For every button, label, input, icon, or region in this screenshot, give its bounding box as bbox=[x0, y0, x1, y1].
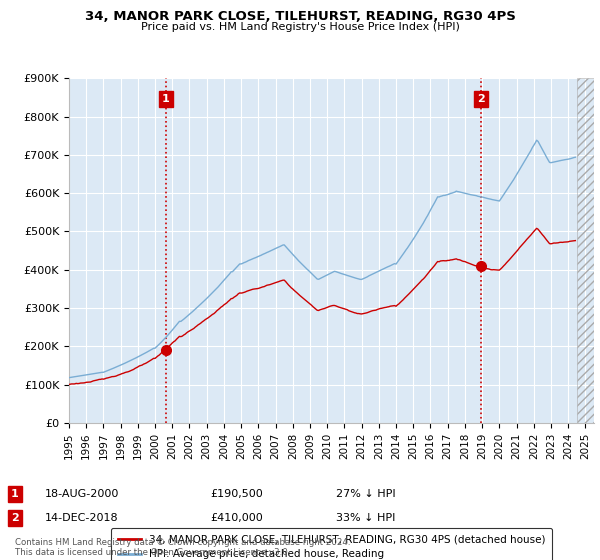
Text: 1: 1 bbox=[162, 94, 170, 104]
Text: £190,500: £190,500 bbox=[210, 489, 263, 499]
Text: 33% ↓ HPI: 33% ↓ HPI bbox=[336, 513, 395, 523]
Text: 1: 1 bbox=[11, 489, 19, 499]
Text: 2: 2 bbox=[478, 94, 485, 104]
Text: 2: 2 bbox=[11, 513, 19, 523]
Text: 34, MANOR PARK CLOSE, TILEHURST, READING, RG30 4PS: 34, MANOR PARK CLOSE, TILEHURST, READING… bbox=[85, 10, 515, 23]
Text: £410,000: £410,000 bbox=[210, 513, 263, 523]
Text: 27% ↓ HPI: 27% ↓ HPI bbox=[336, 489, 395, 499]
Legend: 34, MANOR PARK CLOSE, TILEHURST, READING, RG30 4PS (detached house), HPI: Averag: 34, MANOR PARK CLOSE, TILEHURST, READING… bbox=[112, 528, 551, 560]
Text: Price paid vs. HM Land Registry's House Price Index (HPI): Price paid vs. HM Land Registry's House … bbox=[140, 22, 460, 32]
Text: 14-DEC-2018: 14-DEC-2018 bbox=[45, 513, 119, 523]
Text: 18-AUG-2000: 18-AUG-2000 bbox=[45, 489, 119, 499]
Text: Contains HM Land Registry data © Crown copyright and database right 2024.
This d: Contains HM Land Registry data © Crown c… bbox=[15, 538, 350, 557]
